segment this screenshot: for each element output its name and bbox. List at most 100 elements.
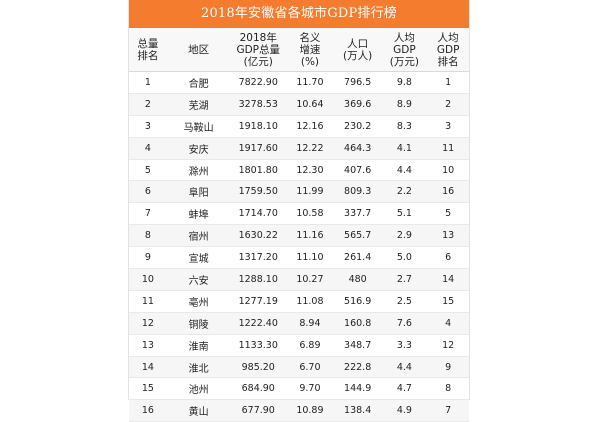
table-row: 3 马鞍山 1918.10 12.16 230.2 8.3 3 [129,116,469,138]
cell-growth: 11.99 [296,186,324,198]
cell-per-capita: 4.4 [396,164,412,176]
header-population: 人口 (万人) [334,28,382,71]
cell-population: 809.3 [344,186,372,198]
cell-city: 马鞍山 [183,122,214,134]
cell-city: 池州 [188,385,209,397]
cell-per-capita-rank: 9 [445,361,452,373]
cell-per-capita-rank: 14 [442,273,455,285]
header-city: 地区 [167,28,231,71]
cell-per-capita: 3.3 [396,339,412,351]
header-population-line: (万人) [343,49,373,62]
cell-gdp: 1714.70 [238,208,278,220]
cell-per-capita: 9.8 [396,76,412,88]
header-gdp-line: GDP总量 [236,43,281,56]
cell-growth: 11.08 [296,295,324,307]
cell-population: 348.7 [344,339,372,351]
cell-per-capita: 2.2 [396,186,412,198]
cell-growth: 12.22 [296,142,324,154]
cell-rank: 3 [144,120,151,132]
cell-population: 796.5 [344,76,372,88]
cell-rank: 8 [144,230,151,242]
cell-city: 亳州 [188,297,209,309]
cell-city: 合肥 [188,78,209,90]
header-per-capita-rank-line: 人均 [437,31,459,44]
table-row: 6 阜阳 1759.50 11.99 809.3 2.2 16 [129,181,469,204]
table-row: 14 淮北 985.20 6.70 222.8 4.4 9 [129,356,469,379]
cell-gdp: 677.90 [241,405,275,417]
cell-per-capita: 5.0 [396,252,412,264]
cell-city: 淮南 [188,341,209,353]
header-rank: 总量 排名 [129,28,167,71]
cell-per-capita: 8.3 [396,120,412,132]
cell-per-capita-rank: 2 [445,98,452,110]
table-row: 15 池州 684.90 9.70 144.9 4.7 8 [129,378,469,401]
header-per-capita-line: GDP [393,43,416,56]
cell-gdp: 1801.80 [238,164,278,176]
cell-per-capita-rank: 1 [445,76,452,88]
cell-per-capita-rank: 15 [442,295,455,307]
header-per-capita-rank-line: GDP [436,43,460,56]
cell-gdp: 1277.19 [238,295,278,307]
cell-growth: 10.27 [296,273,324,285]
table-row: 12 铜陵 1222.40 8.94 160.8 7.6 4 [129,312,469,335]
header-city-line: 地区 [188,43,210,56]
table-row: 2 芜湖 3278.53 10.64 369.6 8.9 2 [129,93,469,116]
cell-per-capita: 8.9 [396,98,412,110]
cell-rank: 2 [144,98,151,110]
cell-rank: 7 [144,208,151,220]
cell-per-capita-rank: 12 [442,339,455,351]
table-body: 1 合肥 7822.90 11.70 796.5 9.8 1 2 芜湖 3278.53 10.64 3… [129,72,469,422]
cell-population: 369.6 [344,98,372,110]
table-header-row: 总量 排名 地区 2018年 GDP总量 (亿元) 名义 增速 (%) 人口 (… [129,28,469,72]
cell-population: 230.2 [344,120,372,132]
cell-growth: 12.30 [296,164,324,176]
cell-growth: 11.16 [296,230,324,242]
cell-gdp: 1759.50 [238,186,278,198]
cell-gdp: 1222.40 [238,317,278,329]
cell-per-capita: 2.9 [396,230,412,242]
cell-per-capita: 2.5 [396,295,412,307]
cell-per-capita-rank: 7 [445,405,452,417]
cell-city: 安庆 [188,144,209,156]
table-row: 13 淮南 1133.30 6.89 348.7 3.3 12 [129,335,469,357]
table-row: 11 亳州 1277.19 11.08 516.9 2.5 15 [129,291,469,313]
cell-population: 565.7 [344,230,372,242]
cell-city: 蚌埠 [188,210,209,222]
cell-per-capita-rank: 8 [445,383,452,395]
cell-rank: 1 [144,76,151,88]
cell-gdp: 1630.22 [238,230,278,242]
cell-population: 222.8 [344,361,372,373]
cell-population: 160.8 [344,317,372,329]
cell-growth: 6.70 [299,361,321,373]
cell-growth: 10.89 [296,405,324,417]
table-row: 5 滁州 1801.80 12.30 407.6 4.4 10 [129,160,469,182]
cell-city: 芜湖 [188,100,209,112]
cell-per-capita-rank: 10 [442,164,455,176]
cell-per-capita-rank: 5 [445,208,452,220]
cell-rank: 13 [141,339,154,351]
cell-population: 480 [348,273,367,285]
cell-per-capita: 2.7 [396,273,412,285]
cell-rank: 4 [144,142,151,154]
header-rank-line: 总量 [137,37,159,50]
header-per-capita-rank: 人均 GDP 排名 [427,28,469,71]
header-per-capita-line: 人均 [393,31,415,44]
table-row: 16 黄山 677.90 10.89 138.4 4.9 7 [129,400,469,422]
cell-population: 516.9 [344,295,372,307]
cell-population: 407.6 [344,164,372,176]
cell-growth: 11.70 [296,76,324,88]
cell-gdp: 684.90 [241,383,275,395]
cell-growth: 12.16 [296,120,324,132]
table-row: 4 安庆 1917.60 12.22 464.3 4.1 11 [129,137,469,160]
cell-city: 铜陵 [188,319,209,331]
cell-per-capita-rank: 3 [445,120,452,132]
table-title: 2018年安徽省各城市GDP排行榜 [129,0,469,28]
cell-city: 黄山 [188,407,209,419]
cell-growth: 10.58 [296,208,324,220]
cell-growth: 8.94 [299,317,321,329]
header-growth-line: (%) [300,55,320,68]
cell-per-capita: 4.4 [396,361,412,373]
cell-per-capita-rank: 4 [445,317,452,329]
cell-rank: 16 [141,405,154,417]
cell-gdp: 1918.10 [238,120,278,132]
